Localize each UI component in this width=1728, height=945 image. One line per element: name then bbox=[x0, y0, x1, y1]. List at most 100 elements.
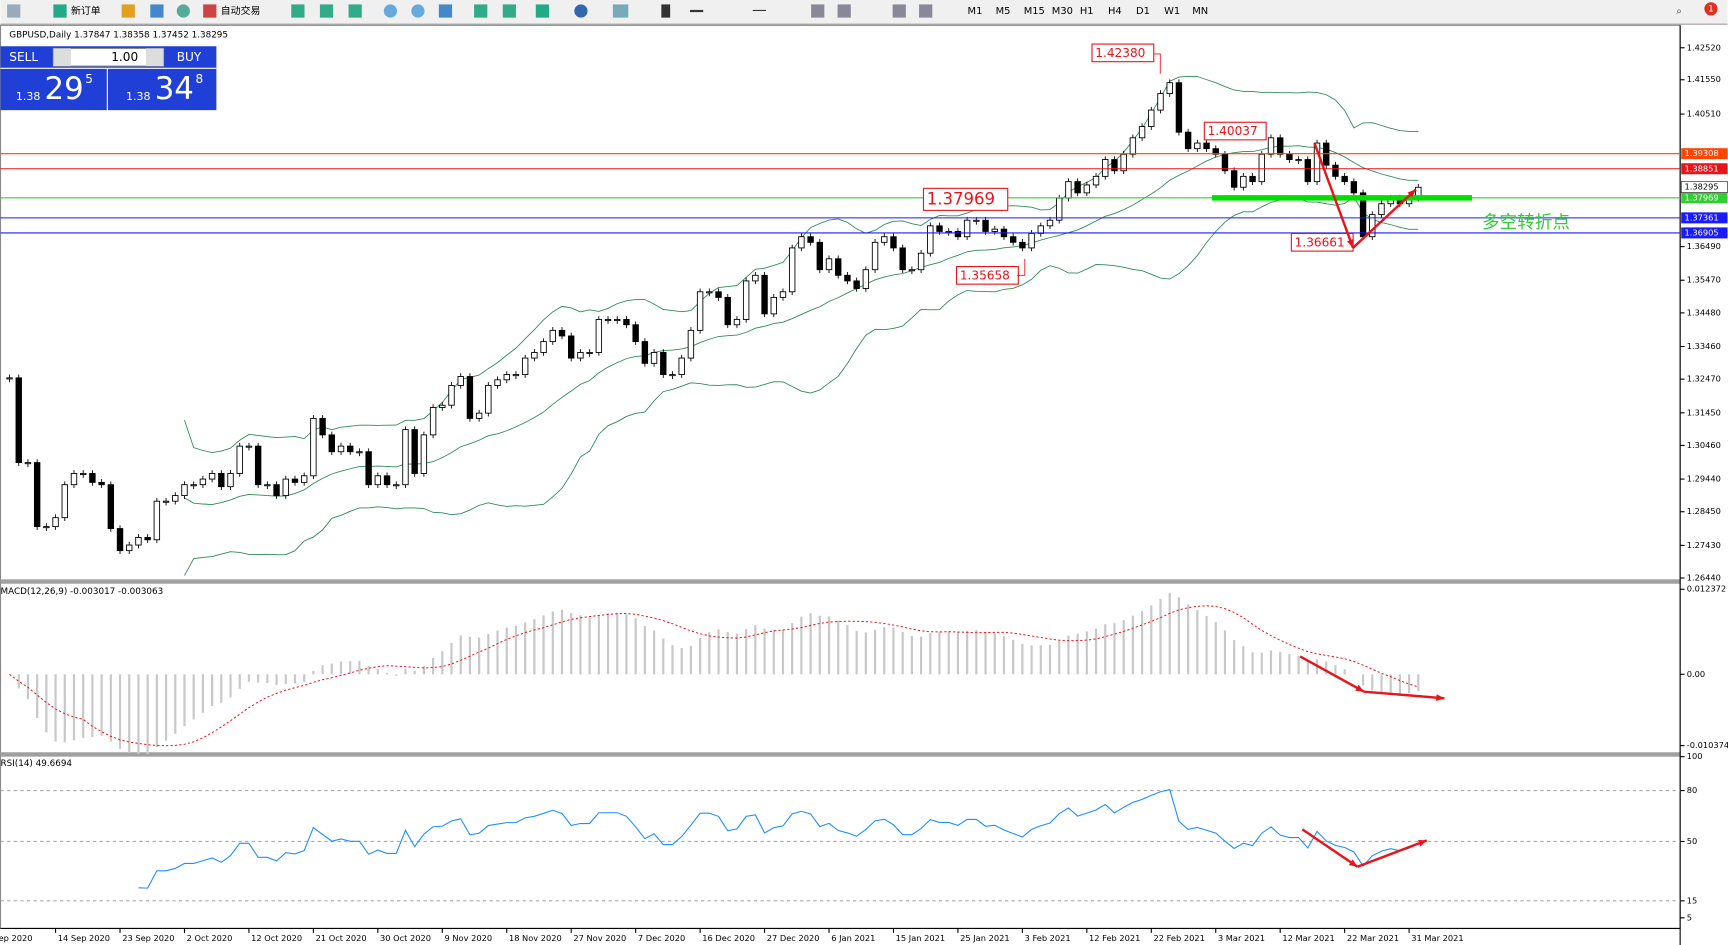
candle bbox=[669, 374, 676, 377]
candle bbox=[927, 225, 934, 254]
icon[interactable] bbox=[291, 4, 305, 18]
icon[interactable] bbox=[535, 4, 549, 18]
icon[interactable] bbox=[121, 4, 135, 18]
macd-bar bbox=[1048, 644, 1052, 675]
icon[interactable] bbox=[438, 4, 453, 18]
candle bbox=[1129, 137, 1137, 155]
macd-bar bbox=[1094, 628, 1098, 675]
candle bbox=[356, 451, 363, 454]
macd-bar bbox=[1297, 655, 1300, 675]
candle bbox=[475, 412, 483, 419]
candle bbox=[347, 445, 354, 453]
icon[interactable] bbox=[150, 4, 164, 18]
lot-value[interactable]: 1.00 bbox=[111, 50, 138, 64]
lot-up[interactable] bbox=[145, 48, 164, 67]
y-tick-label: -0.010374 bbox=[1687, 740, 1728, 750]
macd-bar bbox=[1334, 665, 1337, 675]
timeframe-button[interactable]: MN bbox=[1192, 6, 1208, 17]
candle bbox=[1304, 159, 1312, 183]
macd-bar bbox=[671, 645, 674, 675]
icon[interactable] bbox=[502, 4, 516, 18]
macd-bar bbox=[284, 674, 287, 684]
candle bbox=[135, 537, 142, 546]
candle bbox=[254, 445, 262, 486]
sell-button[interactable]: SELL bbox=[9, 50, 38, 64]
toolbar bbox=[0, 0, 1728, 25]
icon[interactable] bbox=[176, 4, 190, 18]
macd-bar bbox=[496, 630, 499, 675]
buy-button[interactable]: BUY bbox=[177, 50, 202, 64]
price-tag-label: 1.38851 bbox=[1685, 163, 1719, 173]
icon[interactable] bbox=[612, 4, 629, 18]
bollinger-band bbox=[184, 145, 1419, 505]
toolbar-button[interactable]: 新订单 bbox=[71, 4, 101, 17]
macd-bar bbox=[809, 613, 812, 675]
arrow-head bbox=[1346, 239, 1354, 248]
candle bbox=[1056, 197, 1063, 221]
buy-pips[interactable]: 34 bbox=[155, 71, 194, 107]
icon[interactable] bbox=[383, 4, 398, 18]
annotation-label: 1.37969 bbox=[927, 189, 995, 208]
toolbar-button[interactable]: 自动交易 bbox=[221, 4, 261, 17]
icon[interactable] bbox=[919, 4, 933, 18]
lot-down[interactable] bbox=[53, 48, 71, 67]
timeframe-button[interactable]: M1 bbox=[968, 6, 983, 17]
candle bbox=[98, 481, 105, 486]
buy-big-figure[interactable]: 1.38 bbox=[126, 90, 151, 103]
candle bbox=[24, 462, 32, 465]
icon[interactable] bbox=[752, 9, 766, 12]
candle bbox=[199, 478, 207, 486]
candle bbox=[291, 478, 299, 483]
icon[interactable] bbox=[837, 4, 851, 18]
timeframe-button[interactable]: H4 bbox=[1108, 6, 1122, 17]
icon[interactable] bbox=[7, 4, 21, 18]
candle bbox=[973, 219, 980, 222]
icon[interactable] bbox=[411, 4, 425, 18]
macd-bar bbox=[1113, 623, 1116, 675]
timeframe-button[interactable]: M5 bbox=[996, 6, 1011, 17]
candle bbox=[1157, 93, 1164, 111]
candle bbox=[844, 274, 851, 282]
candle bbox=[1184, 131, 1192, 150]
timeframe-button[interactable]: M15 bbox=[1024, 6, 1045, 17]
candle bbox=[752, 274, 759, 282]
timeframe-button[interactable]: M30 bbox=[1052, 6, 1073, 17]
sell-big-figure[interactable]: 1.38 bbox=[16, 90, 40, 103]
new-order-icon[interactable] bbox=[53, 4, 67, 18]
candle bbox=[15, 377, 22, 464]
candle bbox=[835, 258, 842, 276]
search-icon[interactable]: ⌕ bbox=[1676, 6, 1682, 17]
candle bbox=[991, 228, 998, 232]
candle bbox=[107, 484, 115, 529]
icon[interactable] bbox=[892, 4, 906, 18]
candle bbox=[172, 495, 179, 502]
timeframe-button[interactable]: D1 bbox=[1136, 6, 1150, 17]
notification-badge[interactable] bbox=[1704, 2, 1718, 16]
icon[interactable] bbox=[348, 4, 362, 18]
timeframe-button[interactable]: H1 bbox=[1080, 6, 1094, 17]
macd-bar bbox=[1306, 661, 1309, 675]
macd-bar bbox=[312, 670, 315, 675]
macd-bar bbox=[238, 674, 241, 689]
autotrade-icon[interactable] bbox=[203, 4, 217, 18]
sell-pips[interactable]: 29 bbox=[45, 71, 84, 107]
red-arrow bbox=[1313, 142, 1355, 249]
y-tick-label: 80 bbox=[1687, 785, 1698, 795]
icon[interactable] bbox=[474, 4, 488, 18]
candle bbox=[1138, 126, 1146, 139]
macd-bar bbox=[1325, 661, 1328, 675]
candle bbox=[1102, 159, 1109, 177]
macd-bar bbox=[1408, 674, 1411, 694]
icon[interactable] bbox=[661, 4, 671, 18]
timeframe-button[interactable]: W1 bbox=[1164, 6, 1180, 17]
y-tick-label: 1.30460 bbox=[1687, 440, 1721, 450]
icon[interactable] bbox=[319, 4, 334, 18]
macd-bar bbox=[118, 674, 122, 749]
icon[interactable] bbox=[811, 4, 825, 18]
icon[interactable] bbox=[689, 9, 704, 13]
x-tick-label: 23 Sep 2020 bbox=[122, 933, 174, 943]
sell-point[interactable]: 5 bbox=[85, 72, 93, 86]
arrow-head bbox=[1418, 840, 1427, 847]
buy-point[interactable]: 8 bbox=[195, 72, 203, 86]
icon[interactable] bbox=[574, 4, 588, 18]
